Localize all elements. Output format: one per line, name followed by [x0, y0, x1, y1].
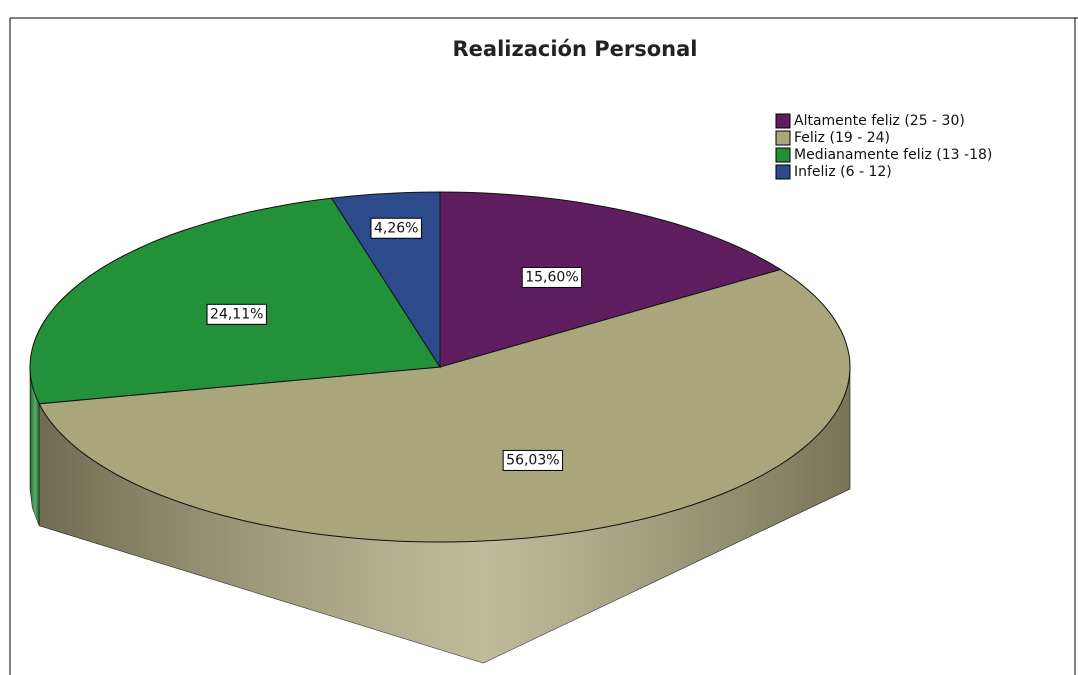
side-shade — [30, 367, 40, 526]
legend-label: Infeliz (6 - 12) — [794, 164, 892, 180]
legend-label: Feliz (19 - 24) — [794, 130, 890, 146]
data-label: 4,26% — [374, 220, 418, 236]
data-label-box — [521, 266, 583, 288]
side-shade — [39, 367, 850, 663]
slice — [38, 268, 851, 543]
legend-swatch — [775, 147, 791, 163]
legend-label: Medianamente feliz (13 -18) — [794, 147, 992, 163]
legend-swatch — [775, 130, 791, 146]
legend-swatch — [775, 164, 791, 180]
chart-title: Realización Personal — [453, 37, 698, 61]
data-label: 56,03% — [506, 452, 559, 468]
data-label: 24,11% — [210, 306, 263, 322]
slice — [439, 191, 782, 368]
data-label-box — [206, 303, 267, 325]
data-label-box — [370, 217, 422, 239]
legend-swatch — [775, 113, 791, 129]
data-label-box — [502, 449, 564, 471]
legend-label: Altamente feliz (25 - 30) — [794, 113, 965, 129]
data-label: 15,60% — [525, 269, 578, 285]
slice — [29, 197, 441, 405]
